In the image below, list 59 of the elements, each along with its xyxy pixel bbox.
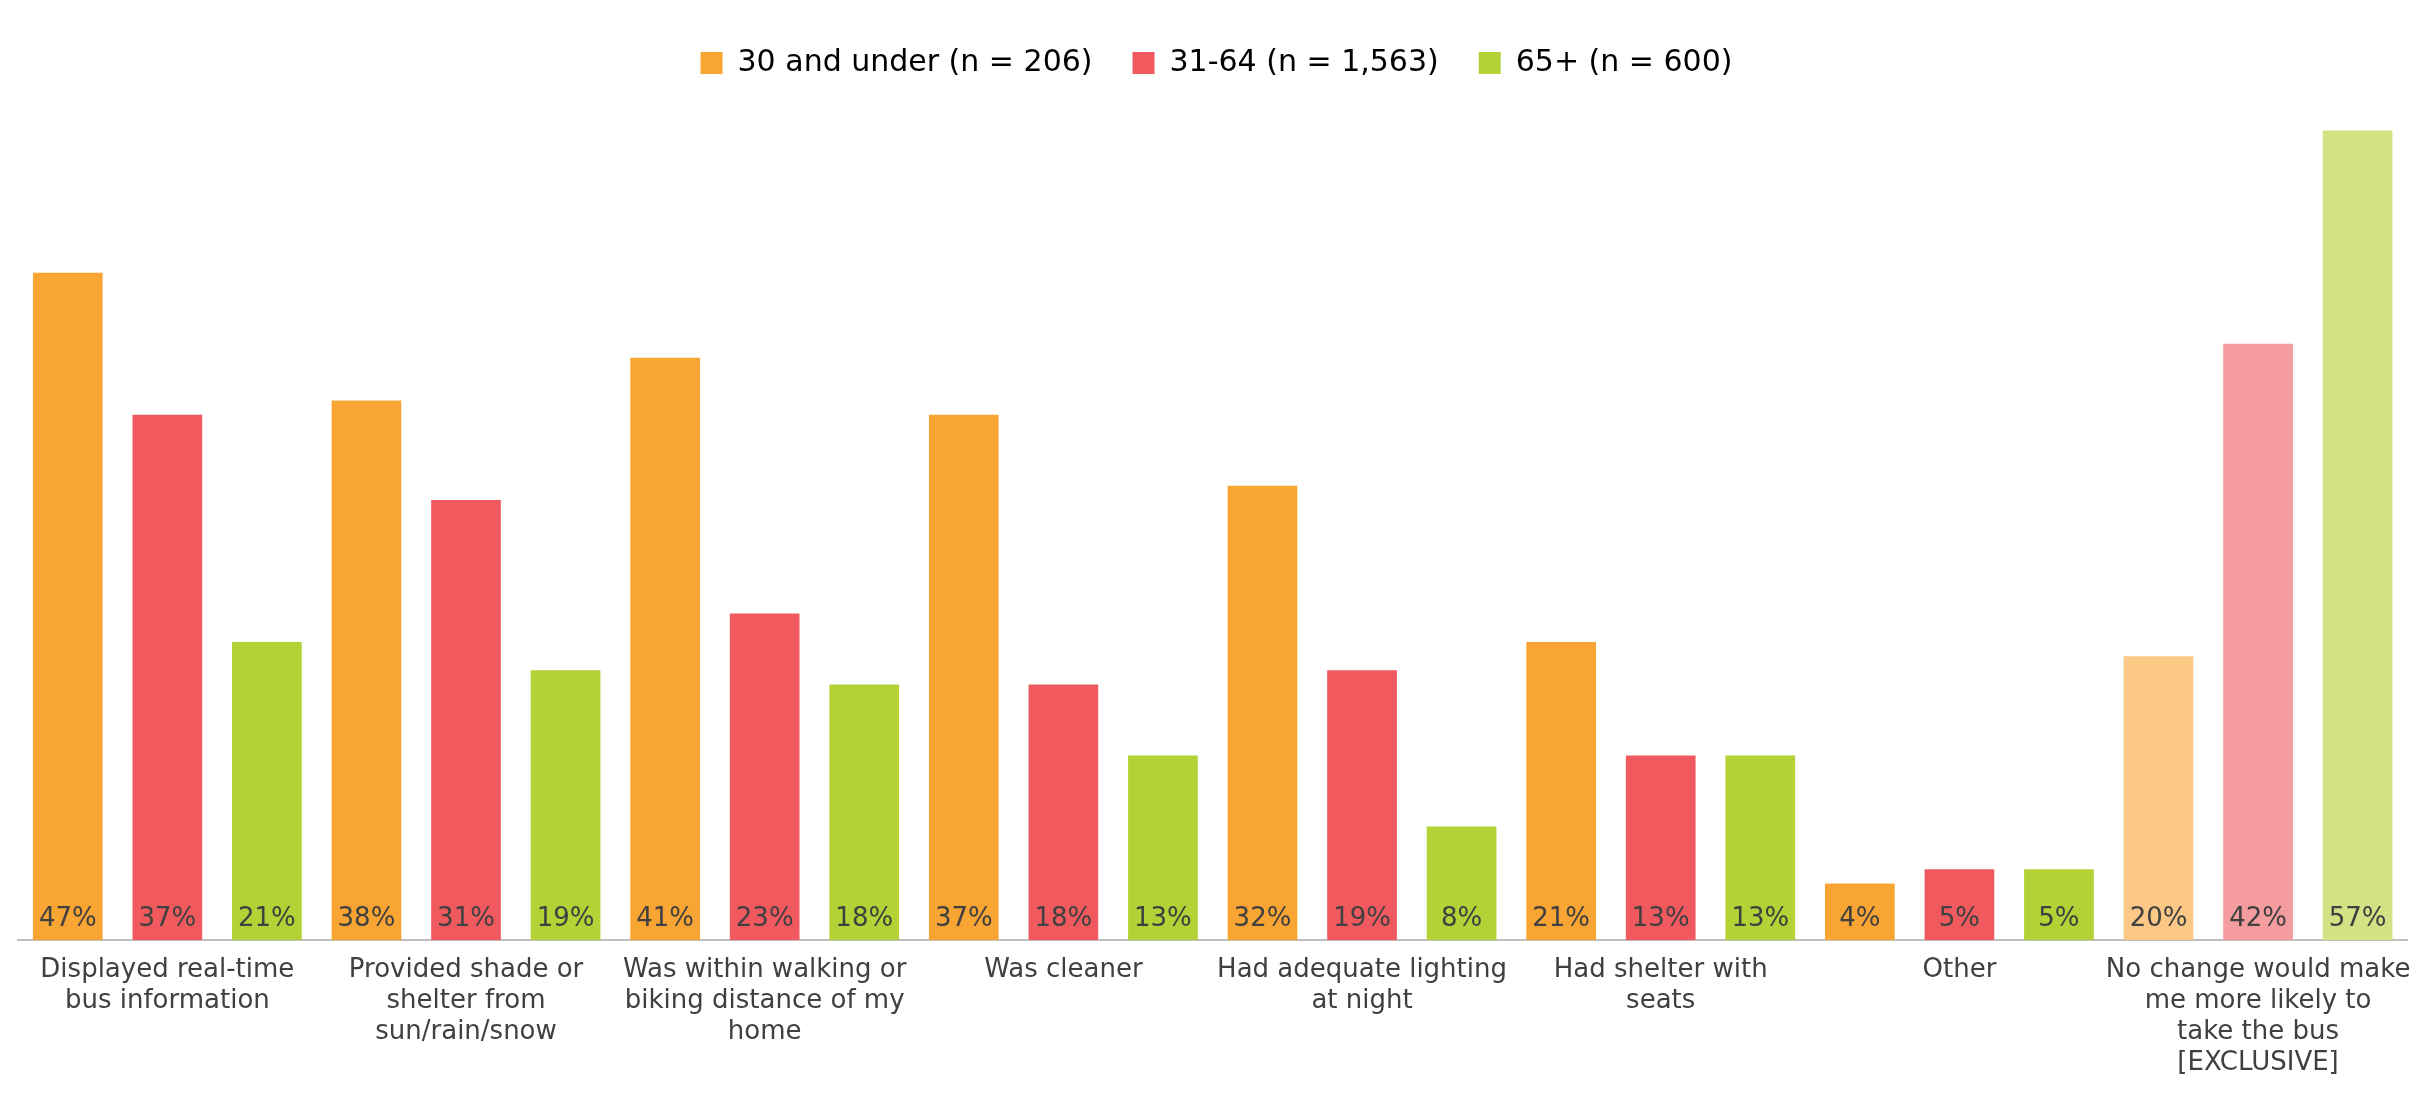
data-label: 19% bbox=[1333, 901, 1391, 932]
x-tick-label: Displayed real-time bus information bbox=[40, 952, 295, 1014]
bar bbox=[1028, 684, 1099, 941]
bar bbox=[530, 670, 601, 941]
bar bbox=[431, 499, 501, 941]
x-tick-label: Provided shade or shelter from sun/rain/snow bbox=[348, 952, 584, 1045]
data-label: 18% bbox=[835, 901, 894, 932]
data-label: 42% bbox=[2229, 901, 2287, 932]
bar bbox=[1725, 755, 1796, 941]
bar bbox=[928, 414, 999, 941]
data-label: 13% bbox=[1731, 901, 1790, 932]
data-label: 47% bbox=[38, 901, 97, 932]
data-label: 5% bbox=[1938, 901, 1981, 932]
legend-label: 30 and under (n = 206) bbox=[737, 42, 1093, 78]
bar bbox=[1625, 755, 1696, 941]
bar bbox=[232, 641, 302, 941]
legend-label: 65+ (n = 600) bbox=[1515, 42, 1733, 78]
bar bbox=[729, 613, 800, 941]
x-tick-label: Other bbox=[1922, 952, 1997, 983]
data-label: 13% bbox=[1631, 901, 1690, 932]
data-label: 32% bbox=[1233, 901, 1292, 932]
data-label: 20% bbox=[2129, 901, 2188, 932]
data-label: 13% bbox=[1134, 901, 1192, 932]
legend-label: 31-64 (n = 1,563) bbox=[1169, 42, 1439, 78]
data-label: 4% bbox=[1839, 901, 1881, 932]
x-tick-label: Was within walking or biking distance of my home bbox=[622, 952, 907, 1045]
bar bbox=[1227, 485, 1298, 941]
bar bbox=[1824, 883, 1895, 941]
bar bbox=[2123, 656, 2194, 941]
data-label: 38% bbox=[337, 901, 396, 932]
data-label: 21% bbox=[1532, 901, 1591, 932]
data-label: 19% bbox=[536, 901, 595, 932]
data-label: 37% bbox=[138, 901, 197, 932]
bar bbox=[1128, 755, 1198, 941]
bar bbox=[2322, 130, 2393, 941]
x-tick-label: Had shelter with seats bbox=[1553, 952, 1768, 1014]
bar bbox=[1526, 641, 1597, 941]
data-label: 31% bbox=[437, 901, 495, 932]
data-label: 23% bbox=[735, 901, 794, 932]
x-tick-label: No change would make me more likely to take the bus [EXCLUSIVE] bbox=[2105, 952, 2411, 1077]
bar bbox=[1327, 670, 1397, 941]
bar bbox=[2223, 343, 2293, 941]
bar bbox=[2024, 869, 2094, 941]
bar bbox=[630, 357, 700, 941]
bar bbox=[331, 400, 402, 941]
data-label: 37% bbox=[934, 901, 993, 932]
data-label: 5% bbox=[2038, 901, 2080, 932]
data-label: 21% bbox=[238, 901, 296, 932]
x-tick-label: Had adequate lighting at night bbox=[1217, 952, 1507, 1014]
data-label: 57% bbox=[2328, 901, 2387, 932]
data-label: 8% bbox=[1440, 901, 1483, 932]
bar bbox=[32, 272, 103, 941]
bar bbox=[1924, 869, 1995, 941]
data-label: 41% bbox=[636, 901, 695, 932]
bar bbox=[1426, 826, 1497, 941]
x-tick-label: Was cleaner bbox=[984, 952, 1143, 983]
data-label: 18% bbox=[1034, 901, 1093, 932]
bar bbox=[132, 414, 203, 941]
bar bbox=[829, 684, 900, 941]
